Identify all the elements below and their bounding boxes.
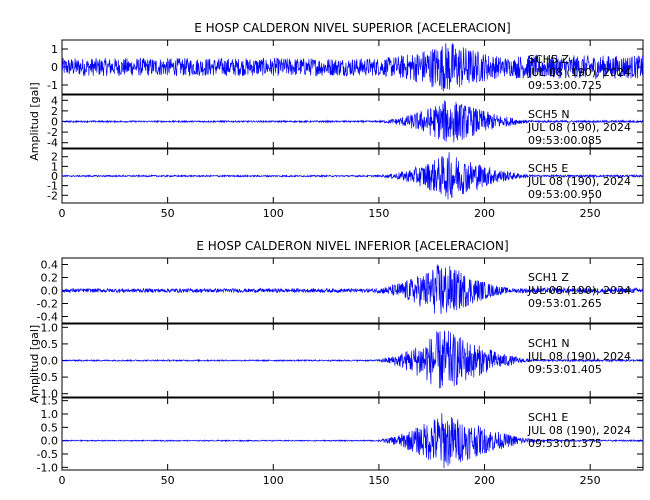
series-annotation: 09:53:00.725 [528, 79, 602, 92]
panel-frame [61, 397, 644, 471]
series-annotation: JUL 08 (190), 2024 [527, 284, 631, 297]
y-tick-label: -0.2 [37, 298, 58, 311]
chart-title: E HOSP CALDERON NIVEL INFERIOR [ACELERAC… [196, 239, 508, 253]
series-annotation: JUL 08 (190), 2024 [527, 175, 631, 188]
x-tick-label: 250 [580, 474, 601, 487]
series-line [61, 152, 644, 200]
series-annotation: 09:53:00.085 [528, 134, 602, 147]
y-tick-label: 4 [51, 94, 58, 107]
series-annotation: SCH5 Z [528, 53, 569, 66]
y-axis-label: Amplitud [gal] [28, 325, 41, 403]
series-line [61, 100, 644, 143]
chart-title: E HOSP CALDERON NIVEL SUPERIOR [ACELERAC… [194, 21, 510, 35]
x-tick-label: 0 [59, 207, 66, 220]
series-annotation: SCH1 N [528, 337, 570, 350]
y-tick-label: -2 [47, 126, 58, 139]
y-tick-label: 0.5 [41, 421, 59, 434]
x-tick-label: 0 [59, 474, 66, 487]
y-tick-label: -1 [47, 180, 58, 193]
y-tick-label: -0.5 [37, 371, 58, 384]
y-axis-label: Amplitud [gal] [28, 82, 41, 160]
y-tick-label: 0.0 [41, 355, 59, 368]
y-tick-label: 0.4 [41, 259, 59, 272]
y-tick-label: 0.2 [41, 272, 59, 285]
y-tick-label: 2 [51, 151, 58, 164]
y-tick-label: -1.0 [37, 461, 58, 474]
series-annotation: JUL 08 (190), 2024 [527, 66, 631, 79]
series-annotation: JUL 08 (190), 2024 [527, 350, 631, 363]
y-tick-label: 1 [51, 43, 58, 56]
y-tick-label: 1 [51, 160, 58, 173]
y-tick-label: 0 [51, 170, 58, 183]
x-tick-label: 50 [161, 207, 175, 220]
series-line [61, 330, 644, 389]
y-tick-label: 0.5 [41, 338, 59, 351]
series-annotation: SCH5 N [528, 108, 570, 121]
series-line [61, 412, 644, 469]
series-annotation: 09:53:01.405 [528, 363, 602, 376]
y-tick-label: -4 [47, 137, 58, 150]
series-line [61, 264, 644, 315]
x-tick-label: 200 [474, 207, 495, 220]
y-tick-label: 1.0 [41, 408, 59, 421]
x-tick-label: 250 [580, 207, 601, 220]
x-tick-label: 50 [161, 474, 175, 487]
y-tick-label: -0.5 [37, 448, 58, 461]
y-tick-label: 1.0 [41, 321, 59, 334]
series-annotation: JUL 08 (190), 2024 [527, 121, 631, 134]
y-tick-label: -0.4 [37, 311, 58, 324]
y-tick-label: 2 [51, 105, 58, 118]
series-annotation: JUL 08 (190), 2024 [527, 424, 631, 437]
x-tick-label: 100 [263, 474, 284, 487]
series-annotation: SCH5 E [528, 162, 568, 175]
y-tick-label: -2 [47, 189, 58, 202]
series-annotation: 09:53:00.950 [528, 188, 602, 201]
y-tick-label: 1.5 [41, 395, 59, 408]
y-tick-label: 0 [51, 61, 58, 74]
y-tick-label: 0.0 [41, 435, 59, 448]
series-annotation: 09:53:01.265 [528, 297, 602, 310]
y-tick-label: -1.0 [37, 388, 58, 401]
y-tick-label: 0.0 [41, 285, 59, 298]
series-annotation: 09:53:01.375 [528, 437, 602, 450]
x-tick-label: 200 [474, 474, 495, 487]
series-line [61, 43, 644, 92]
x-tick-label: 100 [263, 207, 284, 220]
y-tick-label: 0 [51, 116, 58, 129]
series-annotation: SCH1 Z [528, 271, 569, 284]
y-tick-label: -1 [47, 79, 58, 92]
x-tick-label: 150 [368, 474, 389, 487]
x-tick-label: 150 [368, 207, 389, 220]
series-annotation: SCH1 E [528, 411, 568, 424]
